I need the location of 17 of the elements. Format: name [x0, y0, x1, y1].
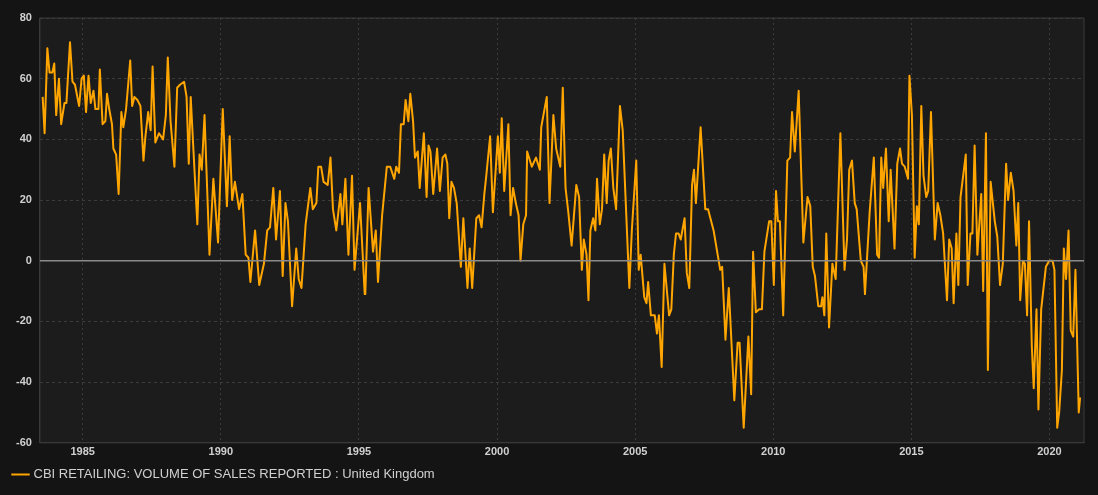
- legend-label: CBI RETAILING: VOLUME OF SALES REPORTED : United Kingdom: [33, 466, 435, 482]
- x-tick-label: 2000: [484, 445, 510, 458]
- x-tick-label: 2020: [1037, 445, 1062, 458]
- x-tick-label: 2015: [899, 445, 924, 458]
- x-tick-label: 1985: [70, 445, 95, 458]
- y-tick-label: 40: [19, 132, 32, 145]
- x-tick-label: 2010: [761, 445, 786, 458]
- y-tick-label: 80: [19, 11, 32, 24]
- x-tick-label: 1995: [346, 445, 372, 458]
- y-tick-label: 0: [25, 253, 32, 266]
- y-tick-label: -60: [15, 435, 32, 448]
- y-tick-label: -20: [15, 314, 32, 327]
- y-tick-label: 60: [19, 71, 32, 84]
- y-tick-label: -40: [15, 375, 32, 388]
- x-tick-label: 2005: [622, 445, 648, 458]
- y-tick-label: 20: [19, 193, 32, 206]
- x-tick-label: 1990: [208, 445, 234, 458]
